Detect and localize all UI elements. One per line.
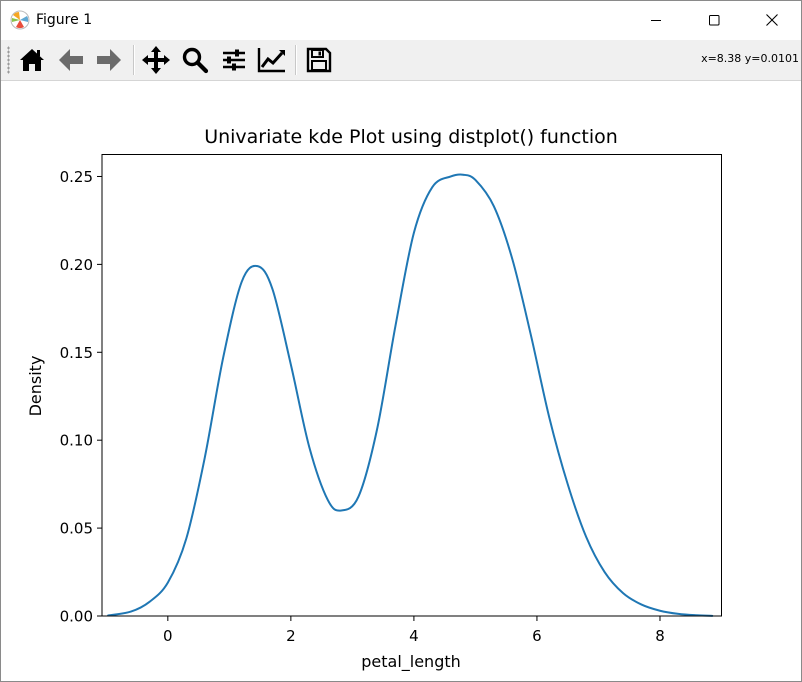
maximize-button[interactable] xyxy=(685,1,743,39)
x-tick-label: 0 xyxy=(163,627,173,645)
edit-curve-icon xyxy=(257,48,285,73)
y-tick-label: 0.20 xyxy=(60,256,93,274)
kde-chart[interactable]: Univariate kde Plot using distplot() fun… xyxy=(1,81,801,681)
zoom-magnifier-icon xyxy=(182,47,209,74)
toolbar-grip[interactable] xyxy=(7,46,10,74)
title-bar[interactable]: Figure 1 xyxy=(1,1,801,39)
y-tick-label: 0.10 xyxy=(60,432,93,450)
configure-subplots-button[interactable] xyxy=(217,43,251,77)
close-button[interactable] xyxy=(743,1,801,39)
maximize-icon xyxy=(709,15,720,26)
home-button[interactable] xyxy=(15,43,49,77)
x-tick-label: 4 xyxy=(409,627,419,645)
y-axis: 0.00 0.05 0.10 0.15 0.20 0.25 xyxy=(60,168,102,626)
x-axis: 0 2 4 6 8 xyxy=(163,616,665,645)
window-title: Figure 1 xyxy=(36,12,93,28)
figure-canvas[interactable]: Univariate kde Plot using distplot() fun… xyxy=(1,81,801,681)
toolbar-separator xyxy=(295,45,297,75)
y-tick-label: 0.25 xyxy=(60,168,93,186)
forward-button[interactable] xyxy=(92,43,126,77)
home-icon xyxy=(20,49,44,71)
configure-subplots-icon xyxy=(223,49,245,71)
back-button[interactable] xyxy=(54,43,88,77)
cursor-coordinates: x=8.38 y=0.0101 xyxy=(701,52,799,65)
x-tick-label: 6 xyxy=(532,627,542,645)
minimize-button[interactable] xyxy=(627,1,685,39)
y-tick-label: 0.00 xyxy=(60,608,93,626)
kde-density-curve xyxy=(107,173,714,617)
axes-frame xyxy=(101,154,722,617)
navigation-toolbar: x=8.38 y=0.0101 xyxy=(1,40,801,81)
pan-button[interactable] xyxy=(139,43,173,77)
toolbar-separator xyxy=(133,45,135,75)
y-axis-label: Density xyxy=(26,356,45,417)
y-tick-label: 0.15 xyxy=(60,344,93,362)
y-tick-label: 0.05 xyxy=(60,520,93,538)
minimize-icon xyxy=(651,20,661,21)
save-button[interactable] xyxy=(302,43,336,77)
edit-curves-button[interactable] xyxy=(255,43,289,77)
zoom-button[interactable] xyxy=(178,43,212,77)
x-tick-label: 2 xyxy=(286,627,296,645)
close-icon xyxy=(766,14,778,26)
chart-title: Univariate kde Plot using distplot() fun… xyxy=(204,126,618,148)
matplotlib-icon xyxy=(10,10,30,30)
forward-arrow-icon xyxy=(97,49,121,71)
x-axis-label: petal_length xyxy=(361,652,461,672)
back-arrow-icon xyxy=(59,49,83,71)
x-tick-label: 8 xyxy=(655,627,665,645)
pan-move-icon xyxy=(142,46,170,74)
save-floppy-icon xyxy=(306,47,332,73)
